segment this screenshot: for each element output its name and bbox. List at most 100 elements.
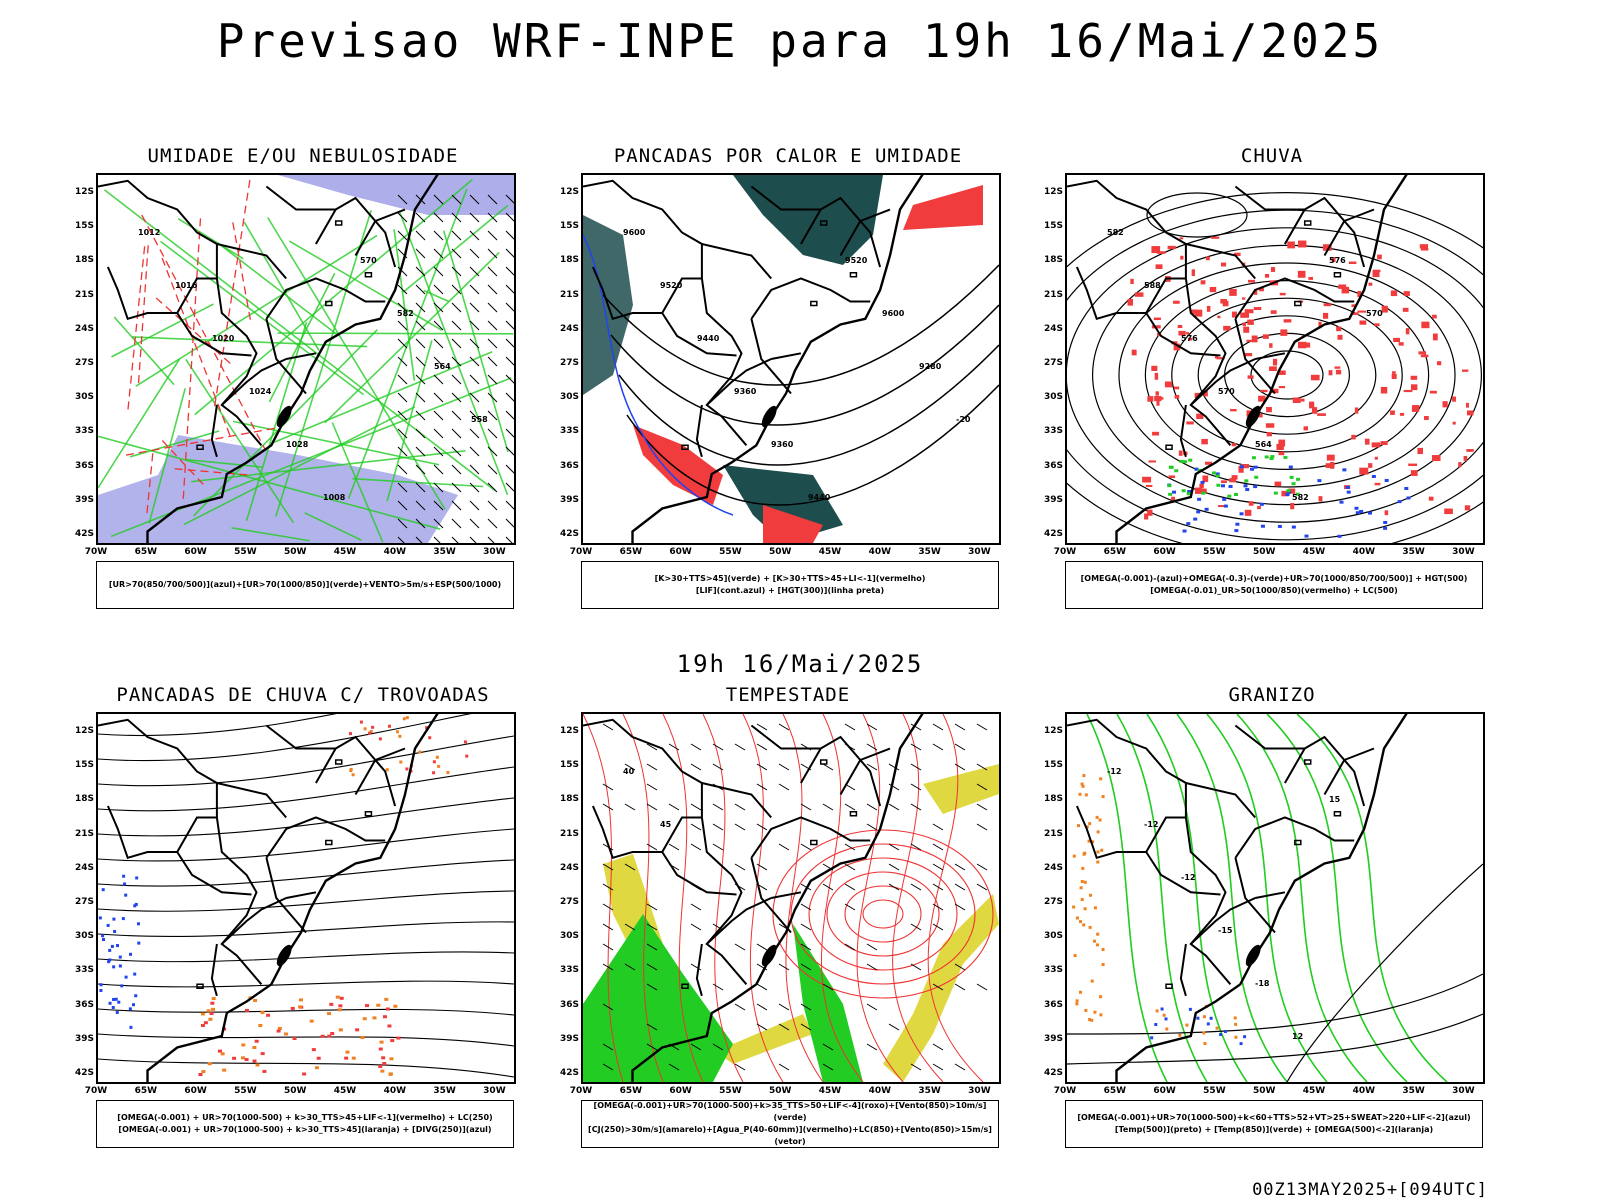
omega-area [1090,1018,1094,1022]
panel-title: PANCADAS POR CALOR E UMIDADE [613,145,963,167]
wind-vector [712,823,724,831]
longitude-label: 50W [283,1086,307,1096]
rain-area [1180,255,1184,260]
rain-area [1318,321,1322,329]
isoline-label: 12 [1292,1032,1303,1041]
wind-vector [469,356,480,367]
latitude-label: 21S [74,289,94,300]
storm-area [298,1005,303,1009]
streamline [98,890,514,912]
rain-area [1151,365,1158,371]
longitude-label: 30W [1452,1086,1475,1096]
longitude-label: 30W [968,1086,991,1096]
omega-area [1215,472,1220,476]
rain-area [1279,292,1286,296]
wind-vector [756,783,768,791]
omega-area [1235,522,1240,526]
rain-area [1297,240,1307,248]
hail-area [1239,1042,1243,1046]
wind-vector [734,863,746,871]
wind-vector [505,410,514,420]
storm-area [311,1048,316,1052]
rain-area [1231,475,1238,480]
divergence-area [112,997,116,1001]
longitude-label: 65W [1103,547,1127,557]
country-border [1234,857,1276,934]
longitude-label: 40W [868,1086,892,1096]
longitude-label: 30W [968,547,991,557]
wind-vector [433,464,444,475]
omega-area [1239,512,1244,516]
rain-area [1411,406,1419,412]
wind-vector [690,743,702,751]
storm-area [362,1017,367,1021]
divergence-area [99,983,103,987]
country-border [701,782,772,819]
hail-area [1155,1009,1159,1013]
wind-vector [415,356,426,367]
wind-vector [487,392,498,403]
wind-vector [433,284,444,295]
legend-line: [OMEGA(-0.001)+UR>70(1000-500)+k<60+TTS>… [1077,1113,1471,1122]
map-panel-granizo: GRANIZO 12S 15S 18S 21S 24S 27S 30S 33S 36S 39S 42S… [1037,684,1507,1174]
wind-vector [397,338,408,349]
country-border [1067,718,1232,985]
storm-area [200,1023,205,1027]
country-border [771,352,802,360]
rain-area [1308,276,1313,280]
latitude-label: 15S [74,221,94,232]
isoline-label: 1012 [138,228,160,237]
wind-vector [646,943,658,951]
wind-vector [624,923,636,931]
longitude-label: 35W [433,1086,456,1096]
omega-area [1093,906,1097,910]
legend-line: [OMEGA(-0.001)-(azul)+OMEGA(-0.3)-(verde… [1080,574,1468,583]
longitude-label: 60W [669,1086,692,1096]
storm-area [277,1026,282,1030]
omega-area [1277,524,1282,528]
omega-area [1227,494,1232,498]
storm-area [255,1063,260,1067]
rain-area [1230,408,1237,412]
hail-area [1219,1033,1223,1037]
divergence-area [135,876,139,880]
omega-area [1093,939,1097,943]
streamline [98,828,514,862]
wind-vector [451,212,462,223]
wind-vector [451,230,462,241]
longitude-label: 30W [483,1086,506,1096]
longitude-axis: 70W 65W 60W 55W 50W 45W 40W 35W 30W [1054,1086,1485,1098]
storm-area [425,726,429,730]
wind-vector [505,320,514,330]
rain-area [1248,279,1255,283]
wind-vector [505,266,514,276]
storm-area [258,1023,263,1027]
wind-vector [822,803,834,811]
country-border [1323,208,1375,256]
wind-vector [469,392,480,403]
hail-area [1150,1036,1154,1040]
wind-vector [505,212,514,222]
wind-vector [646,803,658,811]
wind-vector [505,248,514,258]
wind-vector [487,536,495,543]
omega-area [1167,484,1172,488]
wind-vector [910,723,922,731]
streamline [808,857,958,971]
rain-area [1146,484,1153,487]
rain-area [1381,305,1388,313]
rain-area [1147,396,1154,402]
latitude-label: 30S [1043,931,1063,942]
latitude-label: 27S [74,358,94,368]
rain-area [1466,449,1474,452]
rain-area [1380,386,1388,394]
wind-vector [888,883,900,891]
omega-area [1371,474,1376,478]
omega-area [1342,468,1347,472]
isoline-label: 570 [360,256,377,265]
wind-vector [487,230,498,241]
legend-box: [OMEGA(-0.001)-(azul)+OMEGA(-0.3)-(verde… [1065,561,1483,609]
omega-area [1269,457,1274,461]
omega-area [1339,500,1344,504]
rain-area [1242,297,1246,300]
